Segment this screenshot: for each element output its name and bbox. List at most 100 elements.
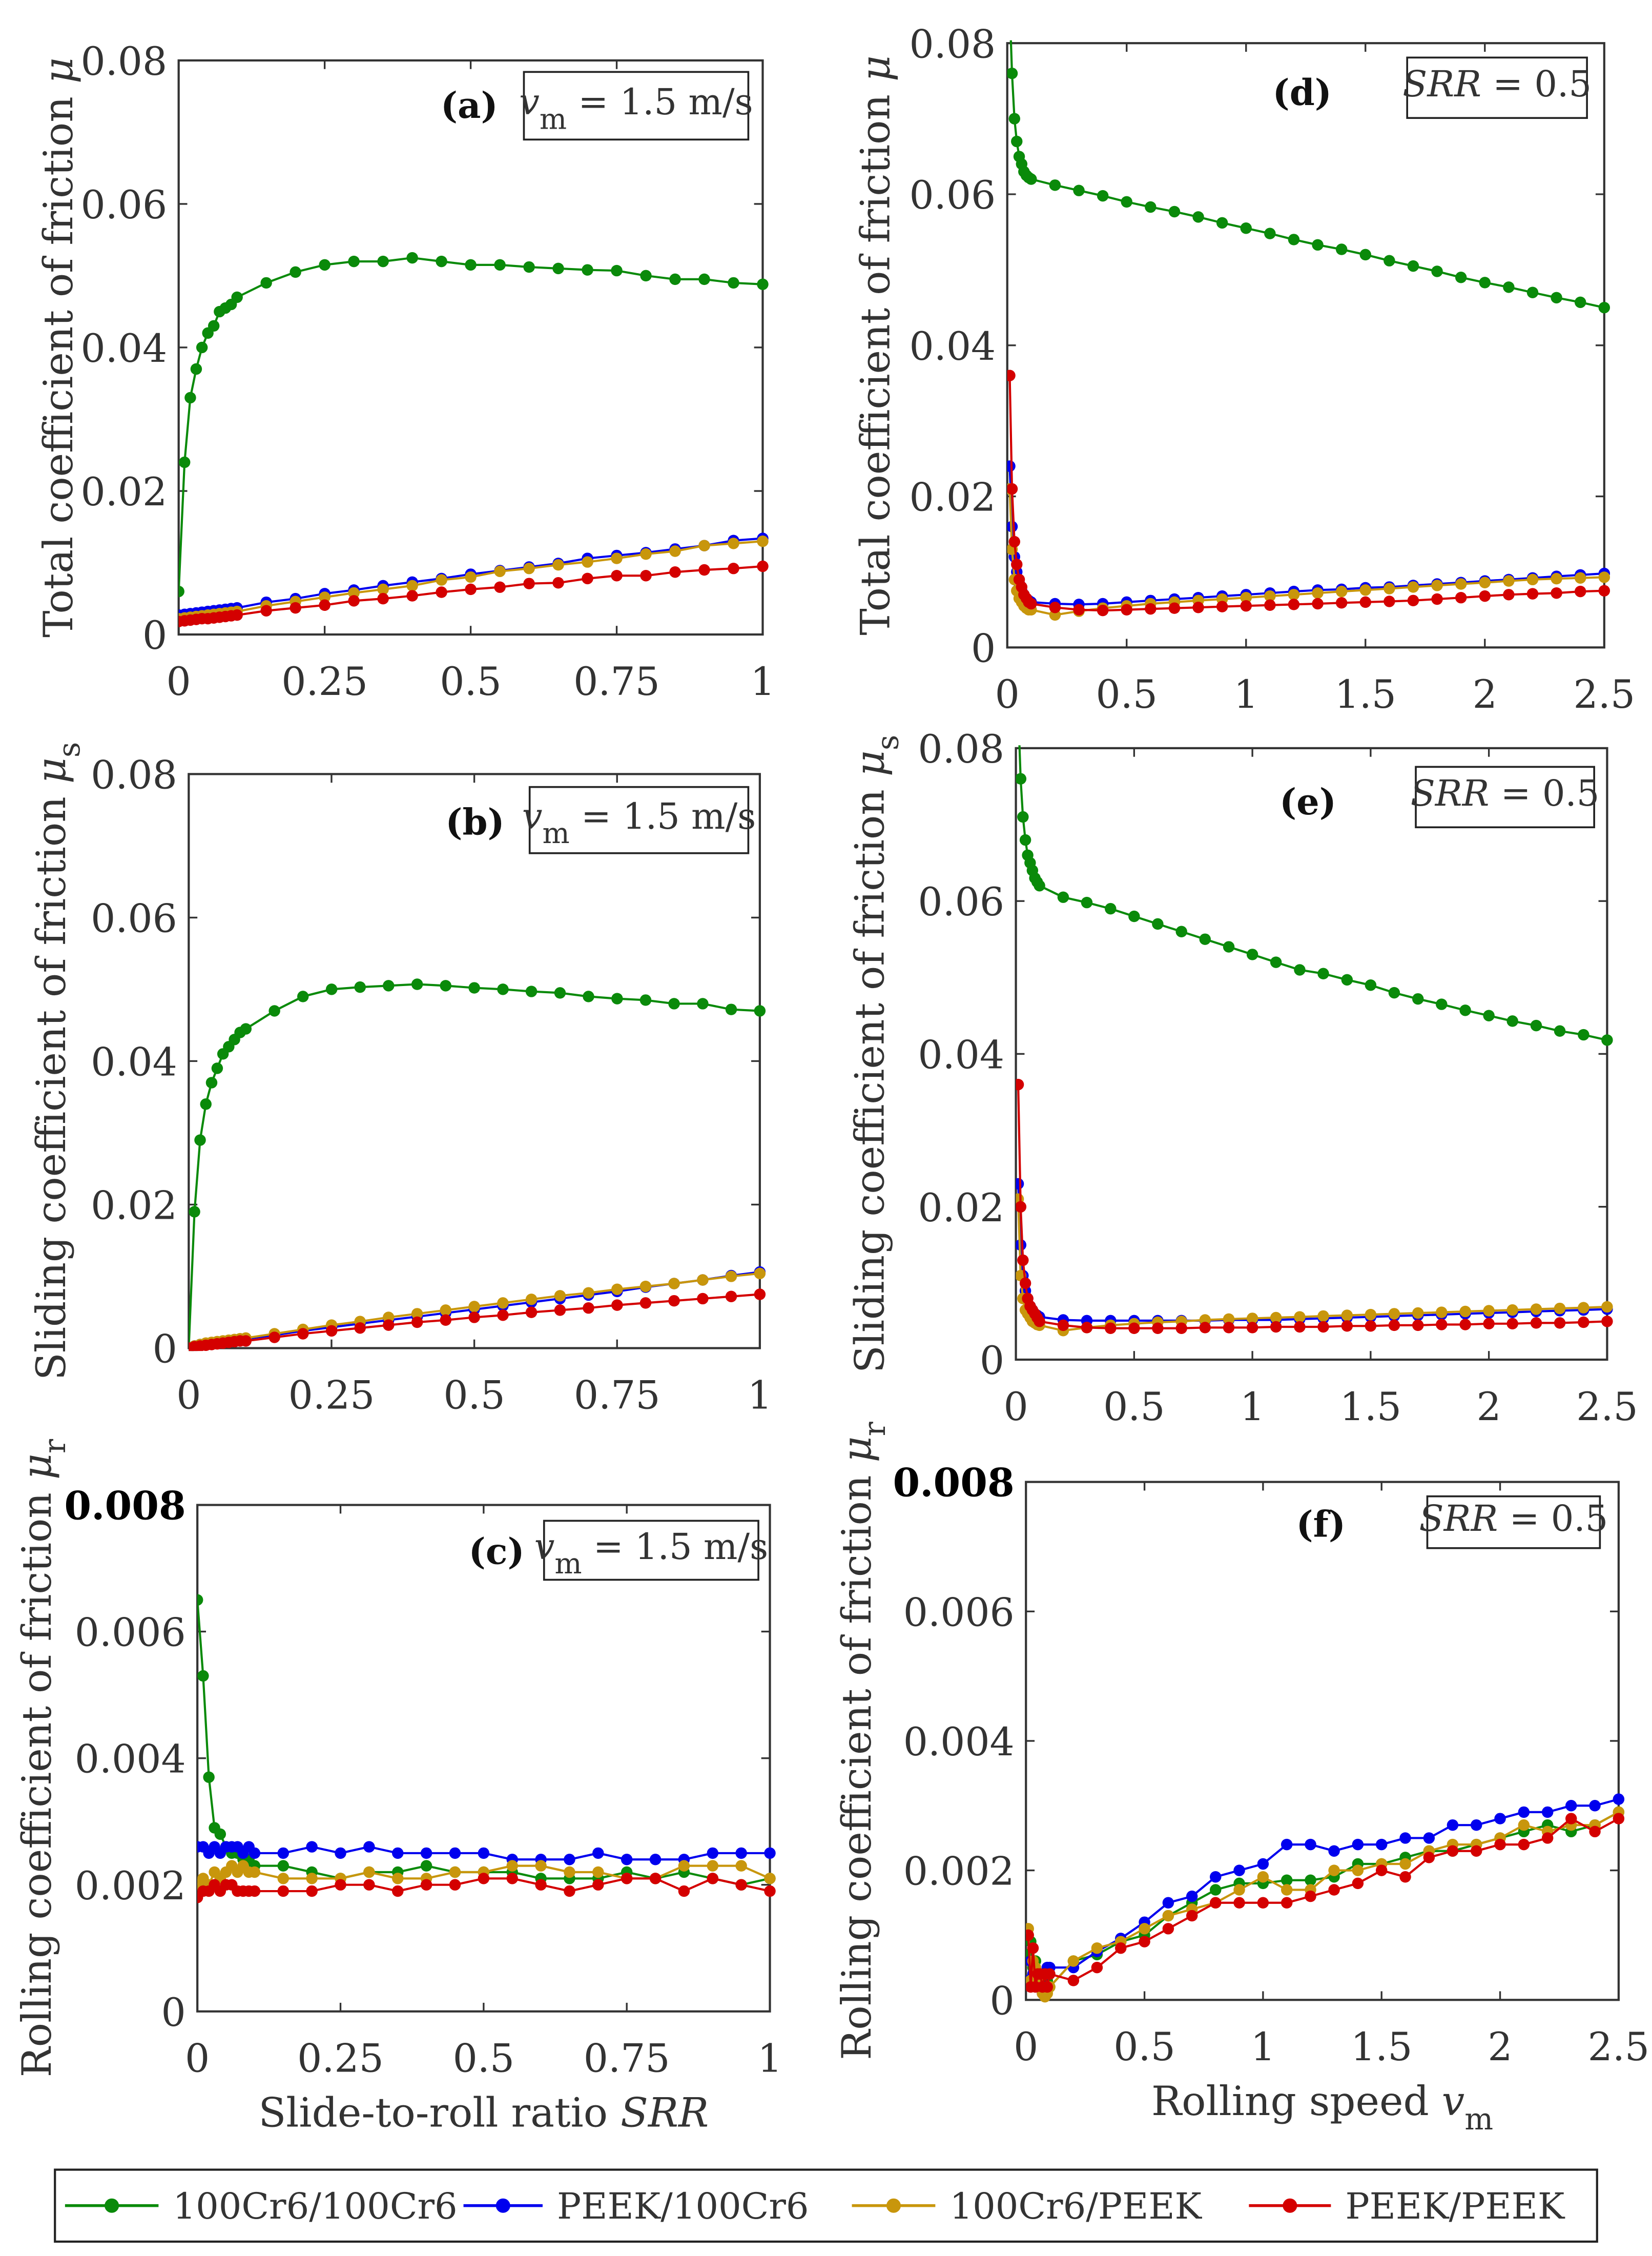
data-point bbox=[1423, 1852, 1435, 1863]
data-point bbox=[592, 1866, 604, 1878]
annotation-symbol: v bbox=[522, 795, 543, 837]
data-point bbox=[260, 605, 272, 617]
y-tick-label: 0.006 bbox=[75, 1610, 186, 1655]
data-point bbox=[1447, 1819, 1459, 1831]
annotation-text: SRR = 0.5 bbox=[1402, 63, 1592, 105]
data-point bbox=[1121, 604, 1132, 616]
y-tick-label: 0 bbox=[153, 1327, 177, 1372]
data-point bbox=[277, 1847, 289, 1859]
data-point bbox=[325, 1325, 338, 1337]
data-point bbox=[1216, 601, 1228, 612]
data-point bbox=[1240, 600, 1252, 612]
data-point bbox=[1328, 1884, 1340, 1896]
x-tick-label: 1 bbox=[757, 2036, 782, 2081]
data-point bbox=[190, 363, 202, 375]
data-point bbox=[1246, 1322, 1258, 1334]
data-point bbox=[1375, 1838, 1388, 1851]
data-point bbox=[1483, 1010, 1495, 1021]
y-tick-label: 0.04 bbox=[80, 326, 167, 371]
data-point bbox=[640, 270, 652, 282]
data-point bbox=[1601, 1034, 1613, 1046]
legend-box bbox=[54, 2168, 1598, 2243]
data-point bbox=[449, 1847, 461, 1859]
data-point bbox=[1162, 1910, 1174, 1922]
annotation-text: vm = 1.5 m/s bbox=[522, 795, 756, 850]
panel-a: 0 0.02 0.04 0.06 0.08 0 0.25 0.5 0.75 1 Total coef… bbox=[35, 39, 775, 704]
data-point bbox=[1073, 184, 1085, 196]
annotation-text: vm = 1.5 m/s bbox=[519, 81, 753, 136]
data-point bbox=[478, 1847, 490, 1859]
data-point bbox=[1455, 272, 1467, 283]
data-point bbox=[1019, 834, 1031, 846]
y-tick-label: 0 bbox=[990, 1978, 1015, 2023]
data-point bbox=[1199, 933, 1211, 945]
x-tick-label: 0.75 bbox=[573, 659, 660, 704]
data-point bbox=[1526, 588, 1539, 600]
data-point bbox=[1518, 1838, 1530, 1851]
data-point bbox=[1270, 1321, 1282, 1333]
data-point bbox=[535, 1860, 547, 1872]
data-point bbox=[240, 1023, 252, 1035]
data-point bbox=[698, 540, 710, 551]
data-point bbox=[1168, 206, 1181, 218]
data-point bbox=[525, 1306, 538, 1318]
data-point bbox=[725, 1003, 737, 1015]
data-point bbox=[497, 983, 509, 995]
legend-item: PEEK/100Cr6 bbox=[463, 2185, 809, 2227]
data-point bbox=[436, 574, 447, 586]
y-axis-label: Total coefficient of friction μ bbox=[852, 55, 899, 635]
annotation-value: = 1.5 m/s bbox=[582, 1526, 769, 1568]
data-point bbox=[1007, 521, 1018, 532]
data-point bbox=[1554, 1302, 1566, 1315]
data-point bbox=[1016, 1178, 1024, 1190]
data-point bbox=[707, 1860, 719, 1872]
data-point bbox=[1011, 559, 1023, 570]
data-point bbox=[1152, 918, 1164, 930]
legend-marker bbox=[105, 2198, 119, 2213]
data-point bbox=[211, 1062, 223, 1074]
legend: 100Cr6/100Cr6 PEEK/100Cr6 100Cr6/PEEK PEEK/… bbox=[54, 2168, 1598, 2243]
panel-d: 0 0.02 0.04 0.06 0.08 0 0.5 1 1.5 2 2.5 Total coeff… bbox=[852, 22, 1636, 717]
x-tick-label: 0 bbox=[995, 672, 1020, 717]
y-tick-label: 0.06 bbox=[91, 896, 177, 941]
plot-area bbox=[177, 59, 764, 636]
y-tick-label: 0.02 bbox=[918, 1185, 1004, 1230]
data-point bbox=[1152, 1322, 1164, 1335]
data-point bbox=[1459, 1004, 1471, 1016]
y-tick-label: 0.004 bbox=[75, 1737, 186, 1782]
legend-label: 100Cr6/100Cr6 bbox=[173, 2185, 457, 2227]
data-point bbox=[1175, 926, 1187, 938]
data-point bbox=[728, 562, 739, 575]
data-point bbox=[208, 320, 220, 332]
data-point bbox=[494, 581, 506, 593]
data-point bbox=[178, 585, 184, 598]
x-tick-label: 0.5 bbox=[1113, 2024, 1175, 2069]
data-point bbox=[1447, 1845, 1459, 1857]
data-point bbox=[1526, 573, 1539, 586]
data-point bbox=[468, 982, 480, 994]
y-tick-label: 0.04 bbox=[910, 324, 996, 369]
data-point bbox=[1565, 1800, 1577, 1812]
data-point bbox=[440, 1314, 451, 1326]
data-point bbox=[1601, 1301, 1613, 1313]
data-point bbox=[757, 278, 769, 290]
x-tick-label: 0.5 bbox=[443, 1372, 505, 1418]
data-point bbox=[1554, 1025, 1566, 1037]
data-point bbox=[1145, 603, 1157, 615]
x-tick-label: 0 bbox=[1003, 1384, 1028, 1429]
data-point bbox=[1613, 1793, 1625, 1805]
y-axis-label-subscript: r bbox=[857, 1421, 892, 1436]
annotation-subscript: m bbox=[542, 817, 569, 850]
data-point bbox=[1407, 594, 1419, 607]
data-point bbox=[1365, 1308, 1377, 1321]
data-point bbox=[1431, 265, 1443, 277]
data-point bbox=[1246, 1312, 1258, 1324]
data-point bbox=[1223, 941, 1235, 953]
data-point bbox=[725, 1270, 737, 1282]
legend-label: PEEK/PEEK bbox=[1345, 2185, 1565, 2227]
data-point bbox=[465, 259, 477, 271]
data-point bbox=[1145, 201, 1157, 213]
y-axis-label-text: Total coefficient of friction bbox=[852, 81, 899, 635]
panels: 0 0.02 0.04 0.06 0.08 0 0.25 0.5 0.75 1 Total coef… bbox=[13, 22, 1649, 2137]
data-point bbox=[1025, 598, 1037, 610]
